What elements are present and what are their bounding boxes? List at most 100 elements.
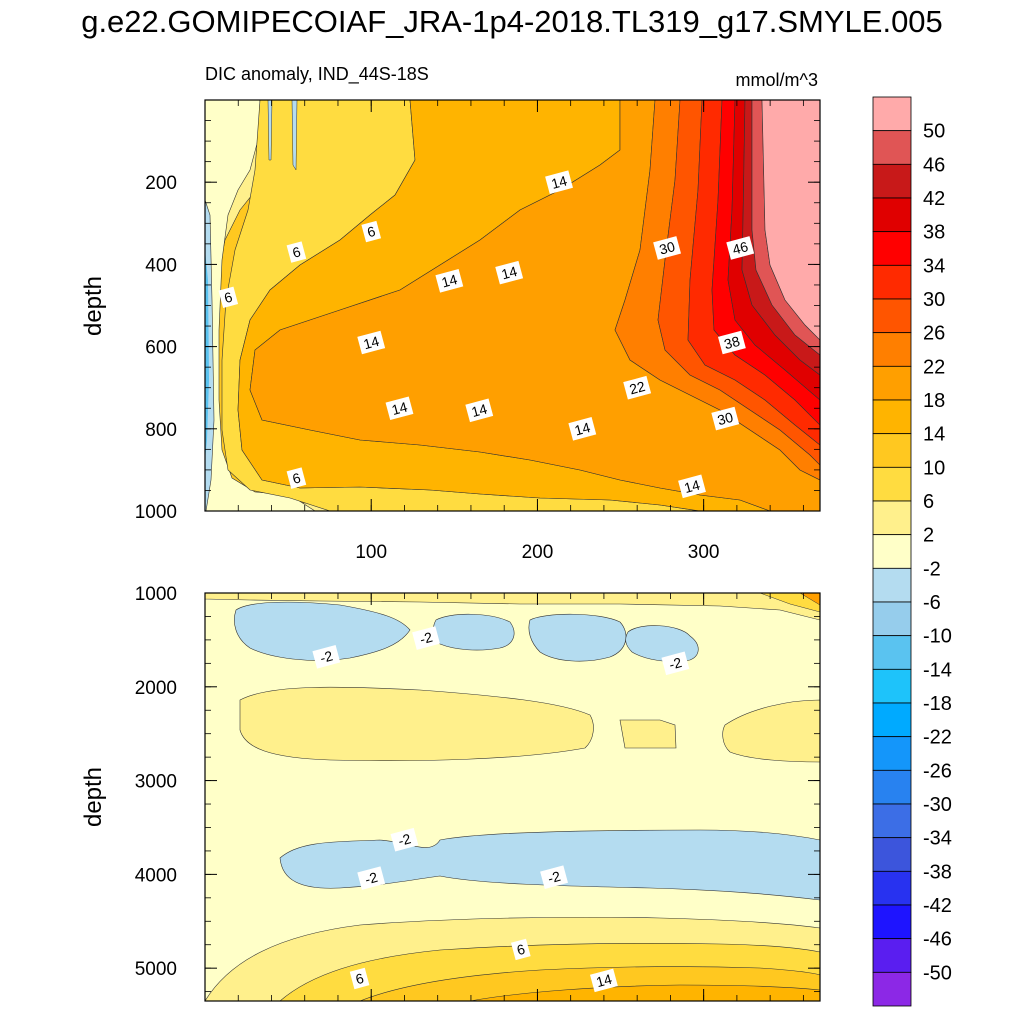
x-tick-label: 300: [688, 542, 720, 563]
contour-label-bg: [545, 170, 573, 194]
contour-label-bg: [540, 865, 568, 889]
contour-label-bg: [390, 827, 419, 852]
colorbar-label: 2: [923, 525, 934, 547]
colorbar-swatch: [872, 601, 912, 637]
colorbar-swatch: [872, 130, 912, 165]
colorbar-swatch: [872, 567, 912, 603]
upper-contour-labels: 6 6 6 6 14 14 14 14 14 14 14 14 22 30 30 38 46: [218, 170, 755, 499]
contour-label: -2: [412, 626, 440, 650]
y-tick-label: 200: [145, 173, 177, 194]
contour-label: 30: [711, 406, 740, 431]
contour-label: 6: [361, 220, 382, 243]
colorbar-swatch: [872, 635, 912, 670]
contour-label-bg: [717, 330, 746, 355]
colorbar-swatch: [872, 769, 912, 805]
contour-label: 6: [510, 938, 531, 961]
upper-panel: DIC anomaly, IND_44S-18S mmol/m^3 depth …: [80, 64, 821, 563]
contour-label-text: 22: [628, 378, 647, 398]
colorbar-label: 42: [923, 188, 945, 210]
contour-label: -2: [540, 865, 568, 889]
colorbar-label: 6: [923, 491, 934, 513]
colorbar-label: 46: [923, 154, 945, 176]
colorbar-label: -22: [923, 727, 952, 749]
contour-label: 22: [623, 375, 652, 400]
colorbar-swatch: [872, 163, 912, 199]
contour-label-bg: [661, 651, 690, 676]
contour-label-text: 14: [362, 333, 381, 353]
colorbar-label: -10: [923, 626, 952, 648]
contour-label: -2: [661, 651, 690, 676]
colorbar-label: 50: [923, 121, 945, 143]
contour-label-bg: [385, 396, 414, 421]
contour-label-bg: [510, 938, 531, 961]
colorbar-swatch: [872, 399, 912, 435]
colorbar-label: -26: [923, 760, 952, 782]
y-tick-label: 4000: [135, 865, 177, 886]
contour-label: 14: [678, 474, 706, 499]
colorbar-swatch: [872, 803, 912, 839]
colorbar-label: 30: [923, 289, 945, 311]
contour-label-bg: [357, 866, 386, 890]
figure-title: g.e22.GOMIPECOIAF_JRA-1p4-2018.TL319_g17…: [81, 4, 943, 39]
colorbar-swatch: [872, 433, 912, 468]
contour-label: 6: [349, 967, 370, 990]
contour-label-text: 30: [657, 238, 676, 258]
contour-label-bg: [495, 260, 524, 285]
colorbar-swatch: [872, 971, 912, 1007]
y-tick-label: 600: [145, 338, 177, 359]
colorbar-swatch: [872, 702, 912, 738]
contour-label-bg: [349, 967, 370, 990]
contour-label-text: 30: [716, 409, 735, 429]
contour-label: 46: [726, 236, 755, 260]
colorbar-swatch: [872, 668, 912, 704]
contour-label-bg: [286, 467, 307, 489]
upper-subtitle: DIC anomaly, IND_44S-18S: [205, 64, 429, 85]
contour-label-text: -2: [546, 868, 562, 887]
contour-label-text: 14: [682, 477, 701, 497]
colorbar-label: -18: [923, 693, 952, 715]
contour-label: 38: [717, 330, 746, 355]
colorbar-swatch: [872, 231, 912, 266]
contour-label-bg: [623, 375, 652, 400]
contour-label: 14: [589, 968, 618, 993]
contour-label-text: 14: [549, 172, 568, 192]
contour-label-text: -2: [396, 830, 412, 849]
contour-label-text: 14: [390, 398, 409, 418]
colorbar-label: -34: [923, 828, 952, 850]
y-tick-label: 5000: [135, 959, 177, 980]
contour-label: 6: [286, 241, 307, 263]
contour-label: 14: [357, 330, 386, 355]
contour-label: 14: [545, 170, 573, 194]
contour-label-text: -2: [418, 629, 434, 648]
contour-label-text: -2: [363, 869, 379, 888]
colorbar-label: -38: [923, 861, 952, 883]
colorbar-label: 34: [923, 255, 945, 277]
y-tick-label: 2000: [135, 678, 177, 699]
contour-label: -2: [390, 827, 419, 852]
lower-contour-labels: -2 -2 -2 -2 -2 -2 6 6 14: [312, 626, 690, 993]
contour-label-bg: [286, 241, 307, 263]
colorbar-label: 38: [923, 222, 945, 244]
lower-panel: depth 1000 2000 3000 4000 5000 -2 -2 -2 -2 -2 -2 6…: [80, 584, 821, 1002]
contour-label-text: 6: [354, 970, 366, 988]
colorbar-swatch: [872, 837, 912, 872]
contour-label-bg: [711, 406, 740, 431]
contour-label-text: 14: [500, 263, 519, 283]
contour-label-bg: [218, 286, 239, 308]
colorbar-label: 26: [923, 323, 945, 345]
contour-label-text: 6: [222, 288, 234, 306]
colorbar-swatch: [872, 96, 912, 132]
colorbar-label: 10: [923, 457, 945, 479]
colorbar-swatch: [872, 264, 912, 300]
lower-y-axis-label: depth: [80, 767, 107, 827]
upper-x-ticks: 100 200 300: [237, 100, 804, 563]
contour-label-bg: [435, 269, 464, 293]
units-label: mmol/m^3: [736, 70, 818, 90]
y-tick-label: 1000: [135, 502, 177, 523]
contour-label-bg: [412, 626, 440, 650]
contour-label: -2: [312, 644, 341, 669]
upper-y-ticks: 200 400 600 800 1000: [135, 99, 820, 523]
contour-label-bg: [589, 968, 618, 993]
colorbar-label: -42: [923, 895, 952, 917]
colorbar-label: -50: [923, 962, 952, 984]
